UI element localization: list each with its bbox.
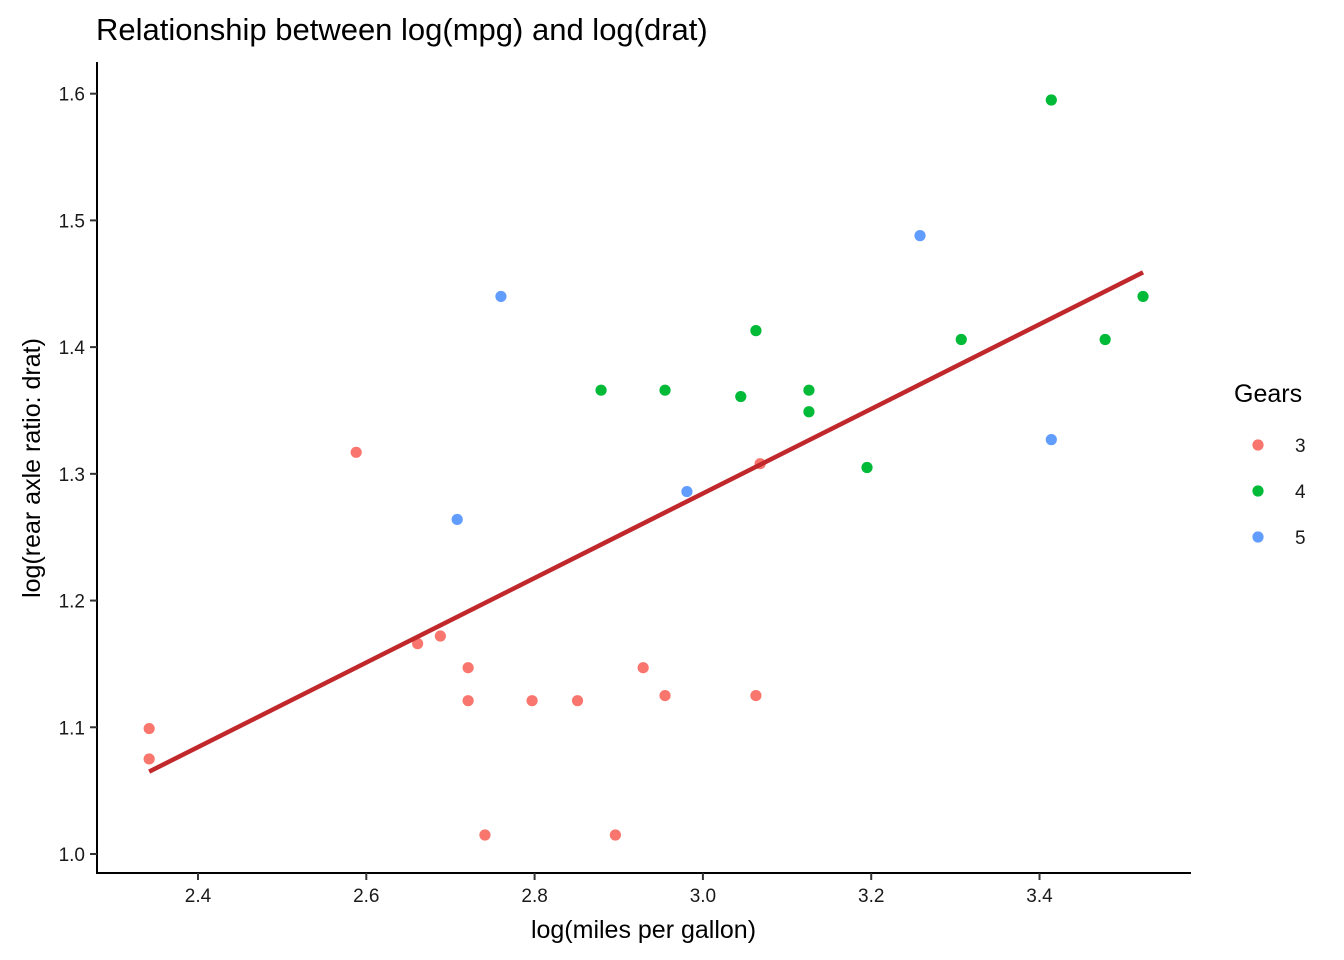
- data-point-gear-4: [750, 325, 762, 337]
- y-tick-label: 1.3: [59, 465, 85, 486]
- data-point-gear-4: [1137, 290, 1149, 303]
- x-tick-label: 3.4: [1026, 886, 1053, 907]
- data-point-gear-4: [955, 333, 967, 346]
- data-point-gear-4: [803, 406, 815, 418]
- legend-key-5: [1252, 531, 1264, 543]
- x-axis-title: log(miles per gallon): [531, 916, 756, 944]
- data-point-gear-3: [571, 695, 584, 707]
- data-point-gear-3: [609, 829, 621, 841]
- data-point-gear-3: [143, 722, 155, 735]
- legend-title: Gears: [1234, 380, 1302, 408]
- legend-key-3: [1252, 439, 1264, 451]
- data-point-gear-3: [350, 446, 362, 458]
- y-tick-label: 1.6: [59, 85, 85, 106]
- data-point-gear-3: [659, 689, 671, 702]
- x-tick-label: 2.8: [521, 886, 547, 907]
- data-point-gear-3: [462, 695, 474, 707]
- data-point-gear-4: [1099, 333, 1111, 346]
- legend-label-5: 5: [1295, 528, 1306, 549]
- data-point-gear-3: [434, 630, 446, 642]
- legend-label-4: 4: [1295, 482, 1306, 503]
- data-point-gear-4: [861, 461, 873, 474]
- y-tick-label: 1.2: [59, 592, 85, 613]
- x-tick-label: 3.2: [858, 886, 884, 907]
- legend-label-3: 3: [1295, 436, 1306, 457]
- x-tick-label: 2.6: [353, 886, 379, 907]
- y-tick-label: 1.1: [59, 718, 85, 739]
- data-point-gear-4: [803, 384, 815, 396]
- data-point-gear-3: [637, 662, 649, 674]
- data-point-gear-3: [462, 662, 474, 674]
- chart-title: Relationship between log(mpg) and log(dr…: [96, 12, 708, 47]
- data-point-gear-5: [451, 513, 463, 526]
- plot-area: 2.4 2.6 2.8 3.0 3.2 3.4 1.0 1.1 1.2 1.3 1.4 1.5 1.6: [59, 62, 1191, 907]
- trend-line: [148, 270, 1145, 774]
- data-point-gear-5: [914, 230, 926, 242]
- data-point-gear-5: [1045, 434, 1057, 446]
- y-tick-label: 1.4: [59, 338, 86, 359]
- y-axis-title: log(rear axle ratio: drat): [18, 338, 46, 598]
- data-point-gear-5: [681, 485, 693, 498]
- data-point-gear-3: [479, 829, 491, 841]
- data-point-gear-4: [1045, 94, 1057, 106]
- legend-key-4: [1252, 485, 1264, 497]
- x-tick-label: 3.0: [690, 886, 716, 907]
- data-point-gear-3: [143, 753, 155, 765]
- y-tick-label: 1.5: [59, 211, 85, 232]
- y-tick-label: 1.0: [59, 845, 85, 866]
- data-point-gear-3: [412, 638, 424, 650]
- data-point-gear-3: [750, 689, 762, 702]
- data-point-gear-4: [659, 384, 671, 396]
- data-point-gear-3: [526, 695, 538, 707]
- legend: Gears 3 4 5: [1234, 380, 1306, 549]
- data-point-gear-5: [495, 290, 507, 303]
- data-point-gear-4: [595, 384, 607, 396]
- x-tick-label: 2.4: [185, 886, 212, 907]
- data-point-gear-4: [735, 390, 747, 403]
